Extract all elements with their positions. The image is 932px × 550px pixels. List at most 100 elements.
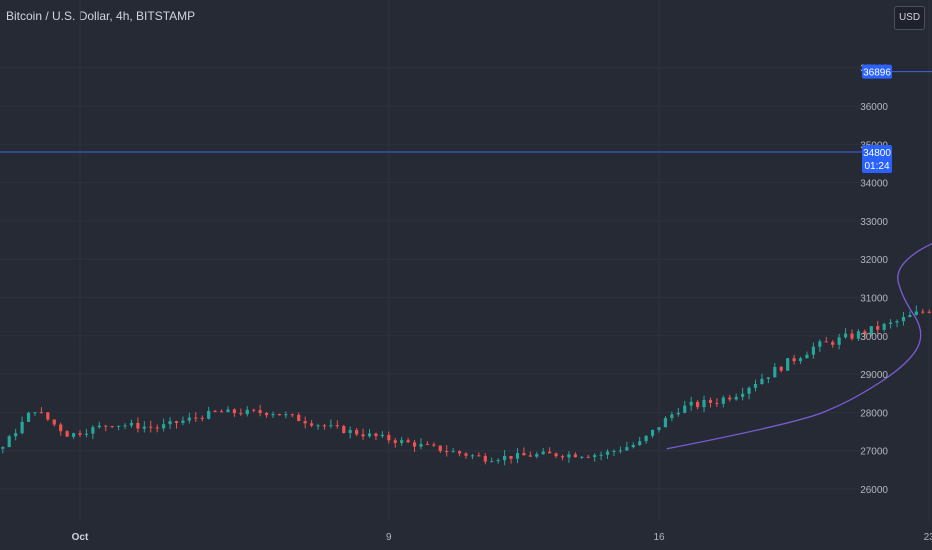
x-tick-label: 9	[386, 532, 392, 543]
candle-body	[239, 413, 243, 415]
candle-body	[696, 401, 700, 408]
y-tick-label: 36000	[860, 102, 888, 113]
candle-body	[348, 430, 352, 433]
candle-body	[310, 423, 314, 426]
candle-body	[657, 427, 661, 430]
candle-body	[747, 387, 751, 394]
candle-body	[477, 455, 481, 457]
candle-body	[355, 430, 359, 435]
y-tick-label: 30000	[860, 332, 888, 343]
candle-body	[258, 410, 262, 413]
candle-body	[792, 358, 796, 362]
candle-body	[380, 434, 384, 437]
candle-body	[219, 411, 224, 413]
candle-body	[39, 412, 43, 414]
candle-body	[367, 433, 372, 437]
time-axis[interactable]: 25Oct9162312:00Nov6132025Dec	[0, 532, 932, 543]
y-tick-label: 32000	[860, 255, 888, 266]
candle-body	[207, 410, 211, 419]
candle-body	[46, 412, 50, 420]
candle-body	[689, 401, 693, 406]
candle-body	[245, 409, 249, 415]
price-axis[interactable]: 26000 27000 28000 29000 30000 31000 32000 33000…	[860, 64, 888, 496]
candle-body	[303, 421, 307, 424]
candle-body	[136, 422, 140, 429]
candle-body	[895, 321, 899, 323]
y-tick-label: 27000	[860, 447, 888, 458]
candle-body	[901, 316, 906, 322]
candle-body	[419, 443, 423, 447]
candle-body	[387, 434, 391, 441]
candle-body	[26, 412, 31, 422]
x-tick-label: Oct	[72, 532, 89, 543]
candle-body	[117, 425, 121, 427]
candle-body	[110, 426, 114, 428]
candle-body	[7, 436, 11, 448]
candle-body	[149, 426, 153, 428]
candle-body	[213, 410, 217, 412]
candle-body	[483, 456, 487, 462]
candle-body	[342, 426, 346, 433]
candle-body	[683, 405, 687, 413]
candle-body	[721, 397, 725, 404]
candle-body	[522, 453, 526, 456]
candle-body	[818, 341, 822, 347]
candle-body	[554, 453, 558, 457]
candle-body	[14, 433, 18, 437]
candle-body	[676, 412, 680, 415]
candle-body	[605, 451, 610, 455]
candle-body	[734, 396, 738, 400]
candle-body	[766, 377, 770, 379]
candle-body	[490, 461, 494, 463]
currency-button[interactable]: USD	[894, 6, 925, 30]
candle-body	[451, 451, 455, 453]
candle-body	[374, 433, 378, 437]
candle-body	[400, 440, 404, 443]
candle-body	[329, 425, 333, 427]
candle-body	[773, 367, 777, 378]
candle-body	[753, 384, 758, 388]
candle-body	[889, 322, 893, 324]
target-price-badge	[862, 64, 892, 79]
last-price-badge	[862, 144, 892, 173]
candle-body	[20, 421, 24, 434]
candle-body	[162, 424, 166, 429]
candle-body	[200, 417, 204, 419]
candle-body	[496, 460, 500, 462]
candle-body	[805, 354, 809, 359]
last-price-text: 34800	[863, 148, 891, 159]
candle-body	[567, 454, 571, 458]
candle-body	[663, 418, 668, 428]
candle-body	[322, 425, 327, 427]
candle-body	[856, 331, 861, 339]
candle-body	[927, 311, 931, 313]
candle-body	[509, 455, 513, 459]
candle-body	[123, 425, 127, 427]
x-tick-label: 16	[653, 532, 665, 543]
candle-body	[560, 456, 565, 458]
y-tick-label: 28000	[860, 408, 888, 419]
candle-body	[914, 311, 918, 316]
candle-body	[33, 412, 37, 414]
projection-curve	[666, 242, 932, 450]
candle-body	[573, 454, 577, 458]
candle-body	[548, 451, 552, 454]
candle-body	[470, 455, 475, 457]
candle-body	[181, 420, 185, 424]
candle-body	[168, 421, 172, 425]
countdown-text: 01:24	[864, 161, 889, 172]
candle-body	[155, 427, 159, 429]
candle-body	[59, 424, 63, 432]
symbol-title: Bitcoin / U.S. Dollar, 4h, BITSTAMP	[6, 9, 196, 23]
candle-body	[297, 414, 301, 422]
candle-body	[528, 455, 532, 457]
x-tick-label: 23	[924, 532, 932, 543]
candle-body	[618, 450, 622, 452]
price-labels-layer: 36896 34800 01:24	[862, 64, 892, 173]
target-price-text: 36896	[863, 68, 891, 79]
candle-body	[625, 447, 629, 451]
candle-body	[869, 326, 873, 335]
candle-body	[741, 393, 745, 397]
candle-body	[837, 337, 841, 345]
